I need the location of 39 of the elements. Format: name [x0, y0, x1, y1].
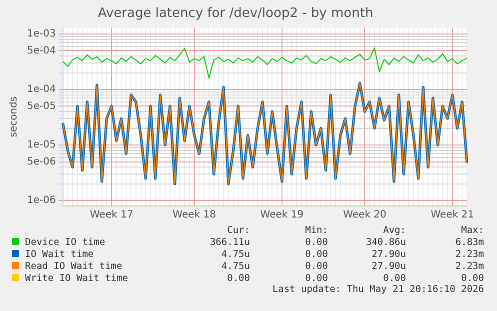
text: 27.90u	[370, 248, 406, 260]
text: 4.75u	[220, 260, 250, 272]
text: 0.00	[460, 272, 484, 284]
text: Avg:	[382, 224, 406, 236]
text: 2.23m	[454, 260, 484, 272]
text: 27.90u	[370, 260, 406, 272]
text: 340.86u	[364, 236, 406, 248]
text: Min:	[304, 224, 328, 236]
y-tick-label: 5e-04	[26, 45, 56, 56]
legend-label: IO Wait time	[24, 248, 95, 260]
y-tick-label: 1e-04	[26, 84, 56, 96]
x-tick-label: Week 18	[172, 210, 216, 221]
y-tick-label: 5e-05	[26, 100, 56, 112]
text: 4.75u	[220, 248, 250, 260]
y-axis-title: seconds	[8, 96, 20, 138]
text: 366.11u	[208, 236, 250, 248]
text: 0.00	[304, 260, 328, 272]
text: 0.00	[304, 272, 328, 284]
x-tick-label: Week 17	[90, 210, 134, 221]
y-tick-label: 1e-03	[26, 28, 56, 40]
y-tick-label: 5e-06	[26, 156, 56, 168]
legend-label: Read IO Wait time	[24, 260, 124, 272]
legend-label: Device IO time	[24, 236, 106, 248]
text: 0.00	[226, 272, 250, 284]
x-tick-label: Week 20	[343, 210, 386, 221]
text: 0.00	[304, 248, 328, 260]
y-tick-label: 1e-06	[26, 195, 56, 206]
text: 0.00	[382, 272, 406, 284]
x-tick-label: Week 21	[430, 210, 474, 221]
text: Last update: Thu May 21 20:16:10 2026	[271, 284, 484, 295]
text: 2.23m	[454, 248, 484, 260]
text: 6.83m	[454, 236, 484, 248]
legend-label: Write IO Wait time	[24, 272, 129, 284]
chart-title: Average latency for /dev/loop2 - by month	[98, 6, 374, 22]
text: 0.00	[304, 236, 328, 248]
x-tick-label: Week 19	[260, 210, 304, 221]
text: Cur:	[226, 224, 250, 236]
text: Max:	[460, 224, 484, 236]
y-tick-label: 1e-05	[26, 140, 56, 151]
